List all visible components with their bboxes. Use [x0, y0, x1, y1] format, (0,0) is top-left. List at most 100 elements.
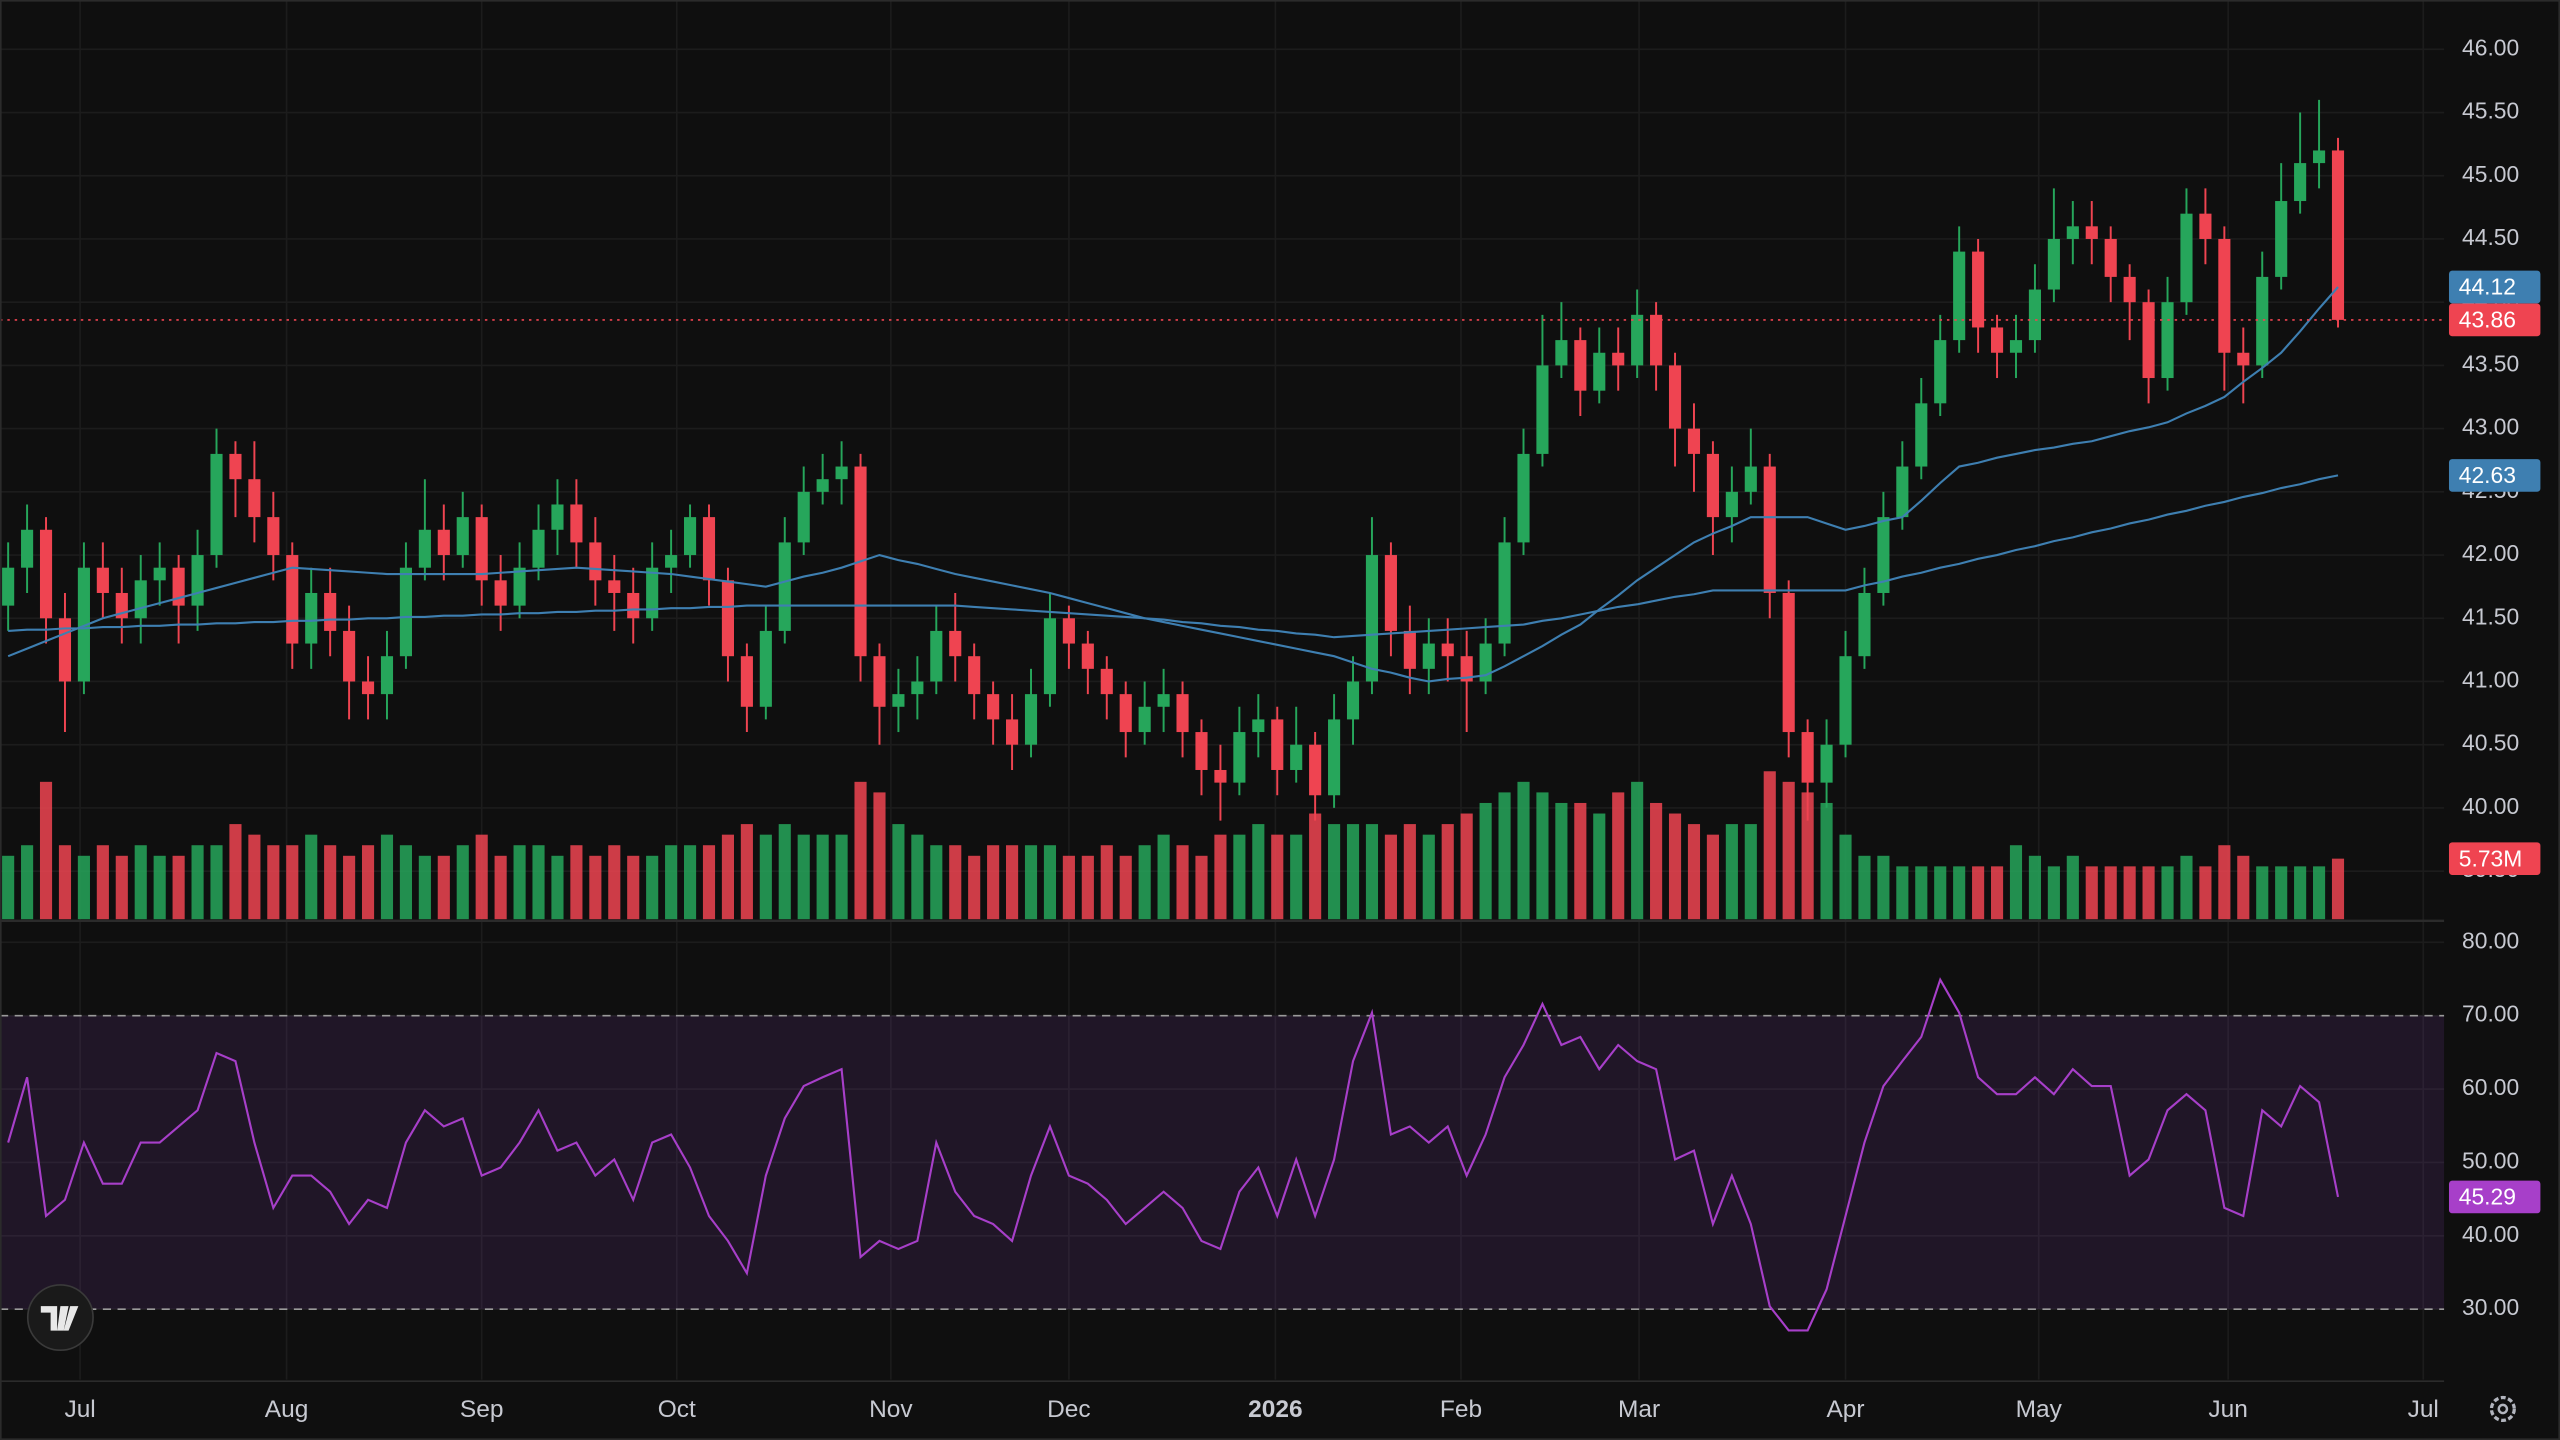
volume-bar: [1460, 813, 1473, 920]
candle-body: [1725, 491, 1738, 518]
candle-body: [968, 656, 981, 695]
volume-bar: [1517, 781, 1530, 920]
volume-bar: [835, 834, 848, 920]
volume-bar: [987, 845, 1000, 920]
candle-body: [627, 592, 640, 619]
y-tick-label: 40.50: [2462, 730, 2519, 756]
x-tick-label: May: [2016, 1396, 2063, 1423]
candle-body: [1252, 719, 1265, 733]
volume-bar: [1877, 855, 1890, 920]
y-tick-label: 44.50: [2462, 224, 2519, 250]
volume-bar: [646, 855, 659, 920]
volume-bar: [778, 824, 791, 920]
candle-body: [153, 567, 166, 581]
candle-body: [2313, 150, 2326, 164]
candle-body: [1820, 744, 1833, 783]
volume-bar: [2142, 866, 2155, 920]
volume-bar: [1744, 824, 1757, 920]
candle-body: [1668, 365, 1682, 429]
candle-body: [930, 630, 943, 682]
volume-bar: [1820, 802, 1833, 920]
volume-bar: [930, 845, 943, 920]
volume-bar: [911, 834, 924, 920]
candle-body: [475, 517, 488, 581]
candle-body: [1138, 706, 1151, 733]
candle-body: [1744, 466, 1757, 492]
volume-bar: [1384, 834, 1397, 920]
volume-bar: [2047, 866, 2060, 920]
volume-bar: [570, 845, 583, 920]
logo[interactable]: [26, 1284, 94, 1352]
candle-body: [1290, 744, 1303, 770]
y-tick-label: 43.00: [2462, 414, 2519, 440]
volume-bar: [759, 834, 772, 920]
volume-bar: [873, 792, 886, 920]
volume-bar: [2237, 855, 2250, 920]
candle-body: [873, 656, 886, 707]
candle-body: [1782, 592, 1795, 733]
volume-bar: [1668, 813, 1682, 920]
gear-inner: [2497, 1403, 2509, 1415]
candle-body: [324, 592, 337, 631]
candle-body: [1896, 466, 1909, 518]
candle-body: [399, 567, 412, 657]
volume-bar: [1896, 866, 1909, 920]
candle-body: [343, 630, 356, 682]
candle-body: [1422, 643, 1435, 669]
candle-body: [608, 580, 621, 593]
candle-body: [1839, 656, 1852, 745]
x-tick-label: Feb: [1440, 1396, 1482, 1423]
x-tick-label: 2026: [1248, 1396, 1302, 1423]
volume-bar: [2199, 866, 2212, 920]
candle-body: [267, 517, 280, 556]
volume-bar: [1176, 845, 1189, 920]
candle-body: [229, 453, 242, 480]
candle-body: [134, 580, 147, 619]
x-tick-label: Jun: [2208, 1396, 2247, 1423]
volume-bar: [1157, 834, 1170, 920]
candle-body: [2085, 226, 2098, 239]
candle-body: [2199, 213, 2212, 239]
volume-bar: [589, 855, 602, 920]
volume-bar: [475, 834, 488, 920]
price-label: 44.12: [2459, 274, 2516, 300]
candle-body: [835, 466, 848, 480]
candle-body: [911, 681, 924, 695]
candle-body: [1365, 555, 1379, 682]
candle-body: [702, 517, 716, 581]
candle-body: [1309, 744, 1322, 796]
candle-body: [1990, 327, 2004, 353]
volume-bar: [1081, 855, 1094, 920]
candle-body: [778, 542, 791, 631]
volume-bar: [1100, 845, 1113, 920]
candle-body: [1612, 352, 1625, 366]
volume-bar: [665, 845, 678, 920]
candle-body: [683, 517, 697, 556]
candle-body: [2331, 150, 2345, 320]
volume-bar: [2085, 866, 2098, 920]
candle-body: [1328, 719, 1341, 796]
x-tick-label: Jul: [2408, 1396, 2439, 1423]
volume-bar: [1763, 771, 1776, 920]
settings-button[interactable]: [2489, 1395, 2516, 1423]
gear-outer[interactable]: [2489, 1395, 2516, 1423]
candle-body: [1006, 719, 1019, 745]
candle-body: [1024, 694, 1038, 745]
volume-bar: [2066, 855, 2079, 920]
candle-body: [1517, 453, 1530, 543]
candle-body: [1536, 365, 1549, 454]
candle-body: [39, 529, 53, 619]
volume-bar: [77, 855, 90, 920]
candle-body: [1403, 630, 1416, 669]
volume-bar: [286, 845, 299, 920]
rsi-tick-label: 70.00: [2462, 1001, 2519, 1027]
candle-body: [77, 567, 90, 682]
volume-bar: [1365, 824, 1379, 920]
candle-body: [665, 555, 678, 568]
volume-bar: [1593, 813, 1606, 920]
volume-bar: [1138, 845, 1151, 920]
x-tick-label: Nov: [869, 1396, 913, 1423]
volume-bar: [1252, 824, 1265, 920]
volume-bar: [1195, 855, 1208, 920]
y-tick-label: 45.50: [2462, 98, 2519, 124]
